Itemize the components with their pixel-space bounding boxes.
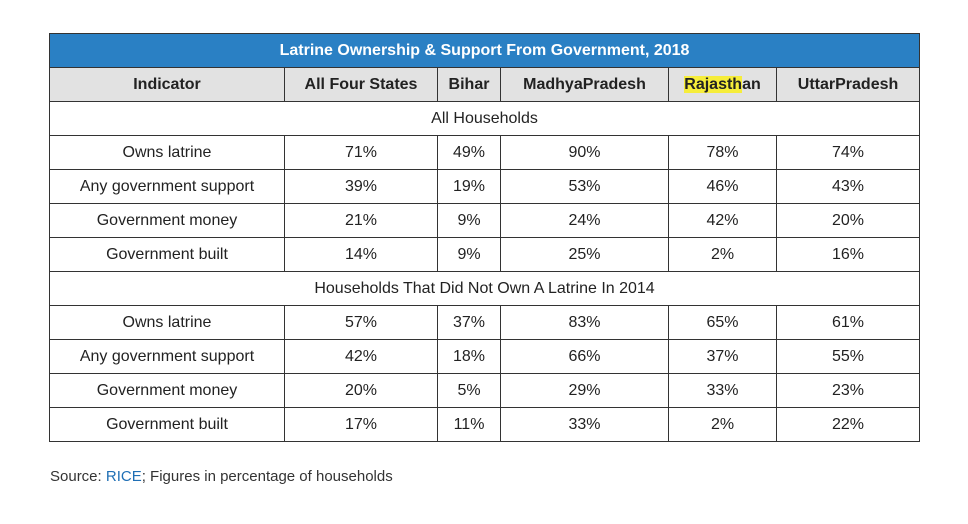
value-cell: 53% [500, 169, 669, 204]
value-cell: 37% [668, 339, 777, 374]
section-row: Households That Did Not Own A Latrine In… [48, 271, 921, 306]
value-cell: 43% [775, 169, 921, 204]
section-label: All Households [48, 101, 921, 136]
value-cell: 33% [668, 373, 777, 408]
indicator-cell: Government money [49, 373, 285, 408]
indicator-cell: Owns latrine [49, 135, 285, 170]
value-cell: 17% [284, 407, 438, 442]
section-label: Households That Did Not Own A Latrine In… [48, 271, 921, 306]
value-cell: 71% [284, 135, 438, 170]
rajasthan-highlight: Rajasth [684, 75, 743, 93]
value-cell: 74% [775, 135, 921, 170]
table-body: All Households Owns latrine 71% 49% 90% … [48, 101, 921, 442]
source-suffix: ; Figures in percentage of households [141, 468, 393, 485]
table-row: Any government support 39% 19% 53% 46% 4… [49, 169, 921, 204]
table-row: Government built 14% 9% 25% 2% 16% [49, 237, 921, 272]
source-link-rice[interactable]: RICE [105, 468, 142, 485]
header-madhya-pradesh: MadhyaPradesh [500, 67, 669, 102]
header-uttar-pradesh: UttarPradesh [775, 67, 921, 102]
value-cell: 55% [775, 339, 921, 374]
section-row: All Households [48, 101, 921, 136]
table-row: Government money 21% 9% 24% 42% 20% [49, 203, 921, 238]
value-cell: 65% [668, 305, 777, 340]
value-cell: 33% [500, 407, 669, 442]
value-cell: 2% [668, 407, 777, 442]
value-cell: 24% [500, 203, 669, 238]
header-indicator: Indicator [49, 67, 285, 102]
header-bihar: Bihar [437, 67, 501, 102]
value-cell: 5% [437, 373, 501, 408]
indicator-cell: Any government support [49, 339, 285, 374]
value-cell: 25% [500, 237, 669, 272]
value-cell: 37% [437, 305, 501, 340]
rajasthan-rest: an [742, 75, 761, 93]
value-cell: 46% [668, 169, 777, 204]
indicator-cell: Owns latrine [49, 305, 285, 340]
value-cell: 61% [775, 305, 921, 340]
table-row: Government built 17% 11% 33% 2% 22% [49, 407, 921, 442]
value-cell: 2% [668, 237, 777, 272]
value-cell: 11% [437, 407, 501, 442]
table-row: Owns latrine 57% 37% 83% 65% 61% [49, 305, 921, 340]
value-cell: 9% [437, 203, 501, 238]
value-cell: 21% [284, 203, 438, 238]
value-cell: 49% [437, 135, 501, 170]
latrine-ownership-table: Latrine Ownership & Support From Governm… [48, 33, 921, 442]
value-cell: 42% [668, 203, 777, 238]
source-prefix: Source: [50, 468, 106, 485]
header-all-four-states: All Four States [284, 67, 438, 102]
value-cell: 78% [668, 135, 777, 170]
table-title: Latrine Ownership & Support From Governm… [48, 33, 921, 68]
value-cell: 16% [775, 237, 921, 272]
indicator-cell: Government built [49, 237, 285, 272]
header-row: Indicator All Four States Bihar MadhyaPr… [49, 67, 921, 102]
indicator-cell: Government money [49, 203, 285, 238]
table-row: Owns latrine 71% 49% 90% 78% 74% [49, 135, 921, 170]
value-cell: 57% [284, 305, 438, 340]
value-cell: 29% [500, 373, 669, 408]
value-cell: 83% [500, 305, 669, 340]
value-cell: 39% [284, 169, 438, 204]
source-note: Source: RICE; Figures in percentage of h… [50, 468, 393, 485]
value-cell: 18% [437, 339, 501, 374]
value-cell: 20% [775, 203, 921, 238]
table-row: Any government support 42% 18% 66% 37% 5… [49, 339, 921, 374]
value-cell: 19% [437, 169, 501, 204]
table-row: Government money 20% 5% 29% 33% 23% [49, 373, 921, 408]
value-cell: 14% [284, 237, 438, 272]
value-cell: 9% [437, 237, 501, 272]
indicator-cell: Government built [49, 407, 285, 442]
value-cell: 42% [284, 339, 438, 374]
indicator-cell: Any government support [49, 169, 285, 204]
value-cell: 22% [775, 407, 921, 442]
value-cell: 20% [284, 373, 438, 408]
value-cell: 23% [775, 373, 921, 408]
header-rajasthan: Rajasthan [668, 67, 777, 102]
value-cell: 66% [500, 339, 669, 374]
value-cell: 90% [500, 135, 669, 170]
